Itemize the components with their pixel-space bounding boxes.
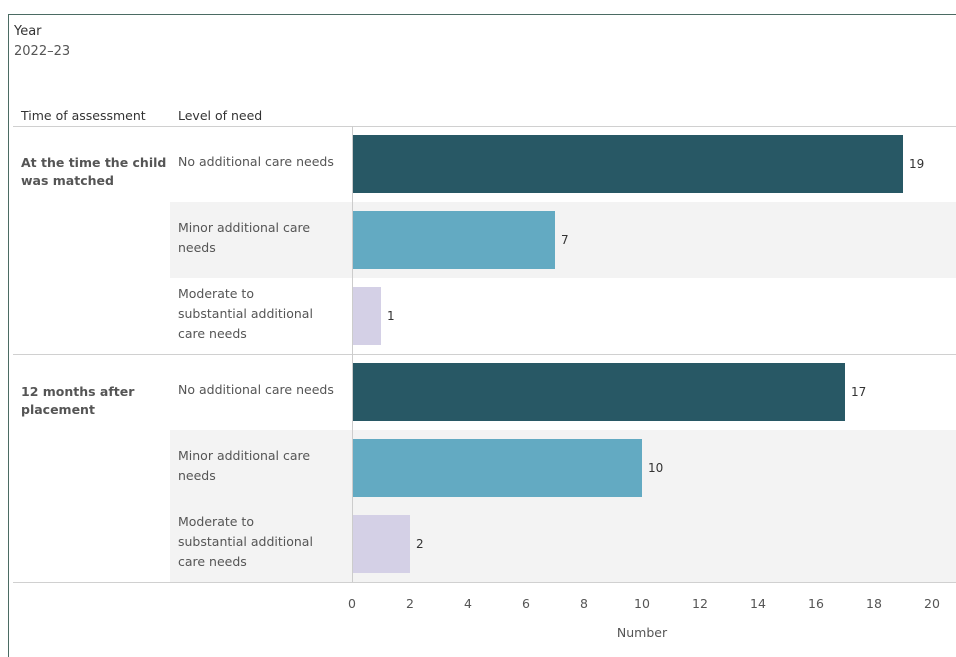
bar-moderate-to-substantial-additional-care-needs [352,515,410,573]
x-tick-label: 10 [634,596,650,611]
category-label: needs [178,240,216,255]
category-label: Minor additional care [178,448,310,463]
row-band [170,506,956,582]
data-label: 10 [648,461,663,475]
category-label: care needs [178,326,247,341]
category-label: Moderate to [178,286,254,301]
data-label: 7 [561,233,569,247]
x-tick-label: 8 [580,596,588,611]
data-label: 2 [416,537,424,551]
category-label: substantial additional [178,534,313,549]
group-label-matched: At the time the child was matched [21,155,167,188]
year-filter-value[interactable]: 2022–23 [14,44,71,59]
category-label: Minor additional care [178,220,310,235]
data-label: 19 [909,157,924,171]
data-label: 1 [387,309,395,323]
row-band [170,202,956,278]
x-tick-label: 18 [866,596,882,611]
x-tick-label: 0 [348,596,356,611]
x-tick-label: 2 [406,596,414,611]
category-label: Moderate to [178,514,254,529]
bar-minor-additional-care-needs [352,211,555,269]
x-tick-label: 12 [692,596,708,611]
bar-moderate-to-substantial-additional-care-needs [352,287,381,345]
x-tick-label: 14 [750,596,766,611]
bar-minor-additional-care-needs [352,439,642,497]
x-axis-title: Number [617,625,668,640]
category-label: care needs [178,554,247,569]
category-label: substantial additional [178,306,313,321]
x-tick-label: 16 [808,596,824,611]
group-label-12-months: 12 months after placement [21,384,135,417]
header-level-of-need: Level of need [178,108,263,123]
category-label: needs [178,468,216,483]
category-label: No additional care needs [178,154,334,169]
data-label: 17 [851,385,866,399]
x-tick-label: 20 [924,596,940,611]
category-label: No additional care needs [178,382,334,397]
bar-no-additional-care-needs [352,135,903,193]
header-time-of-assessment: Time of assessment [21,108,146,123]
x-tick-label: 4 [464,596,472,611]
year-filter-label: Year [14,24,42,39]
chart-frame [8,14,956,657]
bar-no-additional-care-needs [352,363,845,421]
x-tick-label: 6 [522,596,530,611]
